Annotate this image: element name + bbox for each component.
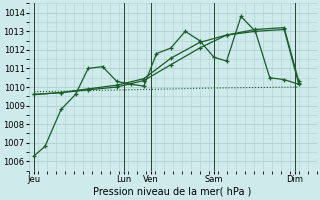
X-axis label: Pression niveau de la mer( hPa ): Pression niveau de la mer( hPa ): [93, 187, 252, 197]
